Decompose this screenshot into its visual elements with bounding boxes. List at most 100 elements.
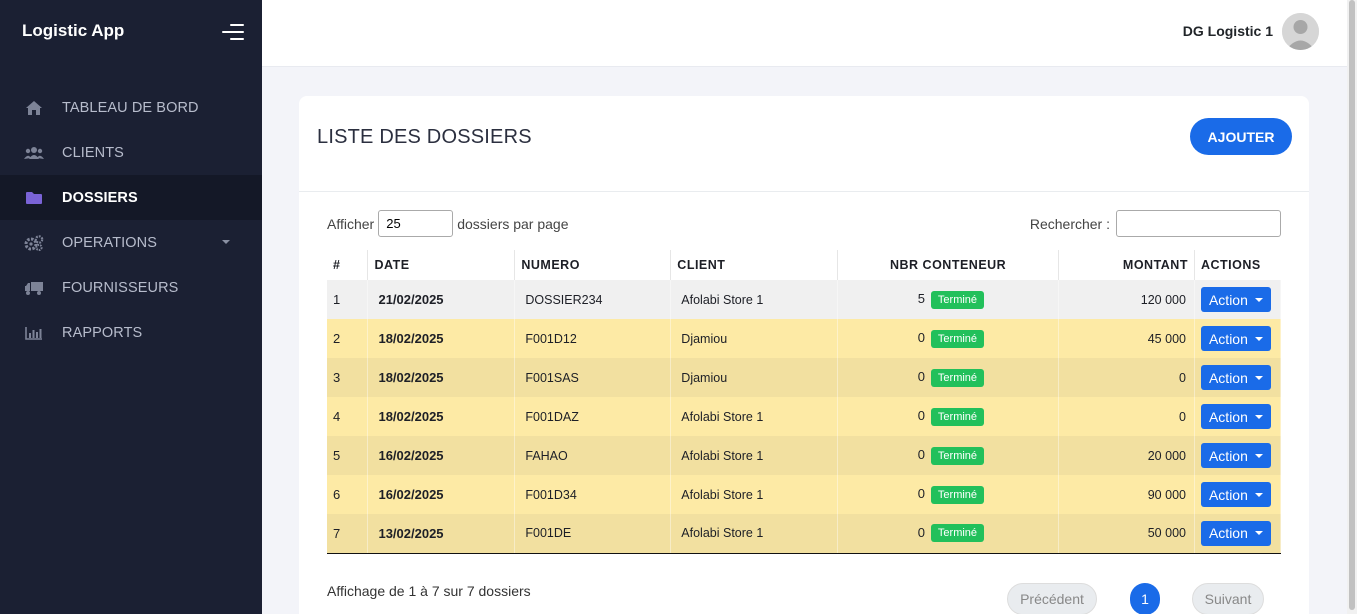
- pagination-page-button[interactable]: 1: [1130, 583, 1160, 614]
- page-length-control: Afficher dossiers par page: [327, 210, 569, 237]
- sidebar-item-label: CLIENTS: [62, 144, 124, 161]
- cell-num: 3: [327, 358, 369, 397]
- container-count: 0: [917, 485, 925, 501]
- cell-nbr-conteneur: 5 Terminé: [837, 280, 1060, 319]
- cell-montant: 45 000: [1058, 319, 1195, 358]
- cell-actions: Action: [1194, 475, 1282, 514]
- sidebar-item-operations[interactable]: OPERATIONS: [0, 220, 262, 265]
- cell-actions: Action: [1194, 436, 1282, 475]
- col-header-actions: ACTIONS: [1200, 258, 1261, 272]
- cell-client: Afolabi Store 1: [670, 436, 839, 475]
- table-info: Affichage de 1 à 7 sur 7 dossiers: [327, 583, 531, 599]
- cell-date: 16/02/2025: [367, 475, 516, 514]
- action-dropdown-button[interactable]: Action: [1200, 326, 1271, 351]
- caret-down-icon: [1254, 297, 1263, 302]
- table-row: 5 16/02/2025 FAHAO Afolabi Store 1 0 Term…: [327, 436, 1282, 475]
- cell-client: Afolabi Store 1: [670, 475, 839, 514]
- show-suffix-label: dossiers par page: [457, 215, 569, 232]
- cell-numero: FAHAO: [514, 436, 672, 475]
- cell-actions: Action: [1194, 514, 1282, 554]
- cell-date: 18/02/2025: [367, 358, 516, 397]
- sidebar-item-label: FOURNISSEURS: [62, 279, 179, 296]
- action-dropdown-button[interactable]: Action: [1200, 520, 1271, 546]
- cell-numero: F001D34: [514, 475, 672, 514]
- user-name[interactable]: DG Logistic 1: [1182, 23, 1273, 39]
- cell-nbr-conteneur: 0 Terminé: [837, 514, 1060, 554]
- cell-client: Afolabi Store 1: [670, 514, 839, 554]
- col-header-client[interactable]: CLIENT: [670, 250, 839, 280]
- col-header-montant[interactable]: MONTANT: [1058, 250, 1195, 280]
- menu-toggle-icon[interactable]: [222, 24, 244, 40]
- cell-date: 13/02/2025: [367, 514, 516, 554]
- container-count: 0: [917, 407, 925, 423]
- action-dropdown-button[interactable]: Action: [1200, 482, 1271, 507]
- status-badge: Terminé: [930, 485, 985, 504]
- container-count: 0: [917, 446, 925, 462]
- cell-date: 18/02/2025: [367, 397, 516, 436]
- show-prefix-label: Afficher: [327, 215, 375, 232]
- search-input[interactable]: [1116, 210, 1281, 237]
- container-count: 5: [917, 290, 925, 306]
- table-row: 4 18/02/2025 F001DAZ Afolabi Store 1 0 Te…: [327, 397, 1282, 436]
- card-header: LISTE DES DOSSIERS AJOUTER: [299, 96, 1309, 192]
- sidebar-item-clients[interactable]: CLIENTS: [0, 130, 262, 175]
- cell-numero: F001DAZ: [514, 397, 672, 436]
- cell-montant: 50 000: [1058, 514, 1195, 554]
- table-row: 2 18/02/2025 F001D12 Djamiou 0 Terminé 45…: [327, 319, 1282, 358]
- action-label: Action: [1208, 330, 1248, 347]
- col-header-nbr-conteneur[interactable]: NBR CONTENEUR: [837, 250, 1060, 280]
- cell-numero: F001D12: [514, 319, 672, 358]
- sidebar-item-fournisseurs[interactable]: FOURNISSEURS: [0, 265, 262, 310]
- container-count: 0: [917, 524, 925, 540]
- cell-nbr-conteneur: 0 Terminé: [837, 475, 1060, 514]
- sidebar: Logistic App TABLEAU DE BORD CLIENTS DOS…: [0, 0, 262, 614]
- pagination-previous-button[interactable]: Précédent: [1007, 583, 1097, 614]
- table-row: 6 16/02/2025 F001D34 Afolabi Store 1 0 Te…: [327, 475, 1282, 514]
- cell-nbr-conteneur: 0 Terminé: [837, 319, 1060, 358]
- cell-actions: Action: [1194, 397, 1282, 436]
- home-icon: [24, 98, 44, 118]
- cell-client: Djamiou: [670, 319, 839, 358]
- col-header-num[interactable]: #: [327, 250, 369, 280]
- cell-actions: Action: [1194, 358, 1282, 397]
- cell-num: 2: [327, 319, 369, 358]
- caret-down-icon: [1254, 336, 1263, 341]
- table-row: 7 13/02/2025 F001DE Afolabi Store 1 0 Ter…: [327, 514, 1282, 554]
- col-header-date[interactable]: DATE: [367, 250, 516, 280]
- cell-num: 7: [327, 514, 369, 554]
- page-scrollbar[interactable]: [1347, 0, 1357, 614]
- dossiers-card: LISTE DES DOSSIERS AJOUTER Afficher doss…: [299, 96, 1309, 614]
- sidebar-item-rapports[interactable]: RAPPORTS: [0, 310, 262, 355]
- action-dropdown-button[interactable]: Action: [1200, 443, 1271, 468]
- cell-numero: DOSSIER234: [514, 280, 672, 319]
- container-count: 0: [917, 329, 925, 345]
- cell-montant: 120 000: [1058, 280, 1195, 319]
- chart-icon: [24, 323, 44, 343]
- table-header-row: # DATE NUMERO CLIENT NBR CONTENEUR MONTA…: [327, 250, 1281, 280]
- action-label: Action: [1208, 447, 1248, 464]
- chevron-down-icon: [222, 240, 230, 244]
- cell-num: 1: [327, 280, 369, 319]
- caret-down-icon: [1254, 531, 1263, 536]
- cell-client: Djamiou: [670, 358, 839, 397]
- table-row: 1 21/02/2025 DOSSIER234 Afolabi Store 1 …: [327, 280, 1282, 319]
- add-dossier-button[interactable]: AJOUTER: [1190, 118, 1292, 155]
- sidebar-item-label: TABLEAU DE BORD: [62, 99, 199, 116]
- table-row: 3 18/02/2025 F001SAS Djamiou 0 Terminé 0 …: [327, 358, 1282, 397]
- action-dropdown-button[interactable]: Action: [1200, 365, 1271, 390]
- sidebar-item-tableau-de-bord[interactable]: TABLEAU DE BORD: [0, 85, 262, 130]
- cell-montant: 90 000: [1058, 475, 1195, 514]
- cell-nbr-conteneur: 0 Terminé: [837, 358, 1060, 397]
- cell-actions: Action: [1194, 280, 1282, 319]
- caret-down-icon: [1254, 414, 1263, 419]
- action-dropdown-button[interactable]: Action: [1200, 404, 1271, 429]
- pagination-next-button[interactable]: Suivant: [1192, 583, 1264, 614]
- page-length-input[interactable]: [378, 210, 454, 237]
- col-header-numero[interactable]: NUMERO: [514, 250, 672, 280]
- cell-nbr-conteneur: 0 Terminé: [837, 397, 1060, 436]
- search-control: Rechercher :: [1030, 210, 1281, 237]
- cell-nbr-conteneur: 0 Terminé: [837, 436, 1060, 475]
- action-dropdown-button[interactable]: Action: [1200, 287, 1271, 312]
- sidebar-item-dossiers[interactable]: DOSSIERS: [0, 175, 262, 220]
- avatar[interactable]: [1282, 13, 1319, 50]
